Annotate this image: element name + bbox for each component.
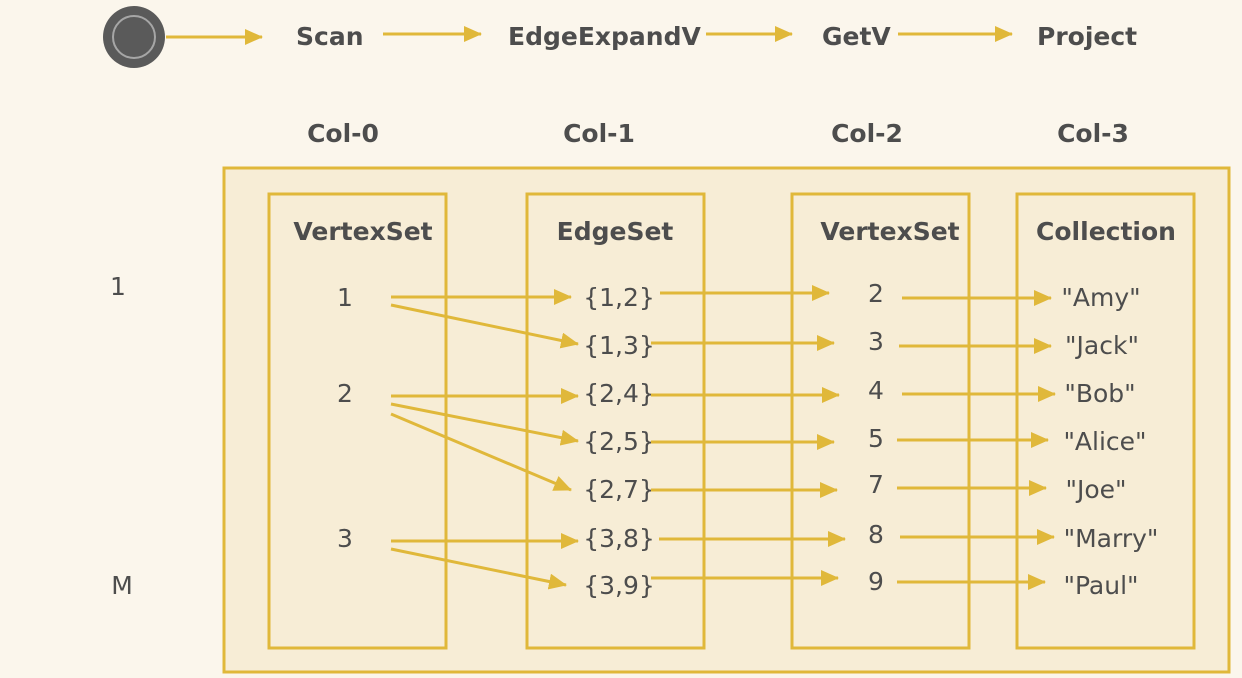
collection-item: "Paul" [1063,571,1138,600]
vertex-arrows [651,285,846,586]
col3-items: "Amy" "Jack" "Bob" "Alice" "Joe" "Marry"… [1061,283,1158,600]
collection-item: "Alice" [1063,427,1146,456]
vertex-item: 3 [868,327,884,356]
pipeline: Scan EdgeExpandV GetV Project [103,6,1137,68]
column-header: Col-2 [831,119,903,148]
edge-item: {2,7} [583,475,655,504]
col1-items: {1,2} {1,3} {2,4} {2,5} {2,7} {3,8} {3,9… [583,283,655,600]
collection-item: "Bob" [1064,379,1135,408]
vertex-item: 4 [868,376,884,405]
column-header: Col-3 [1057,119,1129,148]
column-box [1015,192,1196,650]
start-node-inner-ring [112,15,156,59]
column-header: Col-0 [307,119,379,148]
column-type: EdgeSet [557,217,674,246]
vertex-item: 2 [337,379,353,408]
pipeline-step-edgeexpandv: EdgeExpandV [508,22,701,51]
edge-item: {3,9} [583,571,655,600]
edge-item: {3,8} [583,524,655,553]
edge-arrows [390,289,579,590]
vertex-item: 7 [868,470,884,499]
edge-item: {1,2} [583,283,655,312]
column-boxes [267,192,1196,650]
collection-item: "Amy" [1061,283,1140,312]
arrow-3-to-39 [390,547,567,590]
col0-items: 1 2 3 [337,283,353,553]
column-headers: Col-0 Col-1 Col-2 Col-3 [307,119,1129,148]
project-arrows [897,290,1056,590]
arrow-1-to-13 [390,303,579,349]
vertex-item: 2 [868,279,884,308]
column-header: Col-1 [563,119,635,148]
record-panel [222,166,1231,674]
column-box [525,192,706,650]
column-box [790,192,971,650]
column-box [267,192,448,650]
edge-item: {2,5} [583,427,655,456]
column-type: VertexSet [820,217,959,246]
row-label-first: 1 [110,272,126,301]
column-type: VertexSet [293,217,432,246]
collection-item: "Jack" [1065,331,1139,360]
edge-item: {1,3} [583,331,655,360]
vertex-item: 9 [868,567,884,596]
collection-item: "Joe" [1065,475,1126,504]
column-types: VertexSet EdgeSet VertexSet Collection [293,217,1176,246]
edge-item: {2,4} [583,379,655,408]
pipeline-step-getv: GetV [822,22,891,51]
pipeline-step-scan: Scan [296,22,364,51]
row-label-last: M [111,571,133,600]
column-type: Collection [1036,217,1176,246]
vertex-item: 8 [868,520,884,549]
vertex-item: 3 [337,524,353,553]
collection-item: "Marry" [1064,524,1159,553]
col2-items: 2 3 4 5 7 8 9 [868,279,884,596]
vertex-item: 5 [868,424,884,453]
arrow-2-to-27 [390,412,572,492]
pipeline-step-project: Project [1037,22,1137,51]
arrow-2-to-25 [390,402,579,446]
vertex-item: 1 [337,283,353,312]
